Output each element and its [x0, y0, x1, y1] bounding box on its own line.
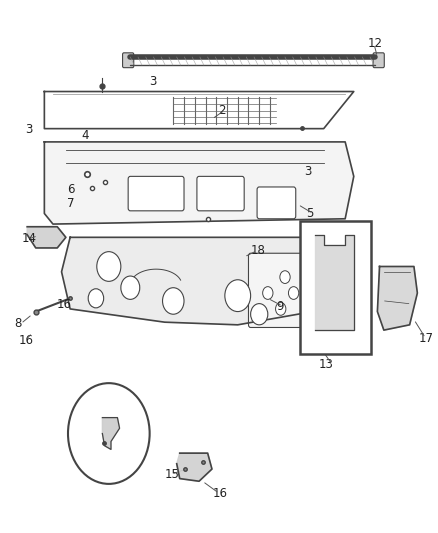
- Text: 16: 16: [18, 334, 34, 347]
- Text: 8: 8: [14, 317, 21, 330]
- Text: 16: 16: [213, 487, 228, 500]
- Text: 11: 11: [131, 443, 145, 456]
- Text: 3: 3: [304, 165, 312, 177]
- Text: 16: 16: [57, 298, 71, 311]
- Text: 14: 14: [22, 232, 37, 245]
- Text: 7: 7: [67, 197, 74, 211]
- Text: 13: 13: [318, 358, 333, 371]
- Polygon shape: [62, 237, 345, 325]
- Circle shape: [68, 383, 150, 484]
- Circle shape: [251, 304, 268, 325]
- Circle shape: [162, 288, 184, 314]
- FancyBboxPatch shape: [373, 53, 384, 68]
- Text: 3: 3: [150, 76, 157, 88]
- FancyBboxPatch shape: [128, 176, 184, 211]
- Polygon shape: [102, 418, 120, 449]
- FancyBboxPatch shape: [248, 253, 317, 327]
- Polygon shape: [315, 235, 354, 330]
- Circle shape: [225, 280, 251, 312]
- Text: 10: 10: [71, 422, 86, 435]
- Text: 15: 15: [165, 468, 180, 481]
- Text: 4: 4: [81, 128, 88, 141]
- Circle shape: [289, 287, 299, 300]
- Text: 5: 5: [307, 207, 314, 220]
- Polygon shape: [27, 227, 66, 248]
- FancyBboxPatch shape: [257, 187, 296, 219]
- Text: 3: 3: [25, 123, 32, 136]
- Text: 2: 2: [219, 103, 226, 117]
- Circle shape: [276, 303, 286, 316]
- Polygon shape: [378, 266, 417, 330]
- Circle shape: [263, 287, 273, 300]
- Text: 12: 12: [367, 37, 382, 50]
- Text: 6: 6: [67, 183, 74, 196]
- Circle shape: [88, 289, 104, 308]
- Bar: [300, 221, 371, 354]
- FancyBboxPatch shape: [197, 176, 244, 211]
- FancyBboxPatch shape: [123, 53, 134, 68]
- Text: 18: 18: [251, 244, 265, 257]
- Polygon shape: [177, 453, 212, 481]
- Circle shape: [97, 252, 121, 281]
- Text: 17: 17: [419, 332, 434, 344]
- Text: 1: 1: [317, 265, 325, 278]
- Circle shape: [280, 271, 290, 284]
- Circle shape: [121, 276, 140, 300]
- Text: 9: 9: [276, 300, 284, 313]
- Polygon shape: [44, 142, 354, 224]
